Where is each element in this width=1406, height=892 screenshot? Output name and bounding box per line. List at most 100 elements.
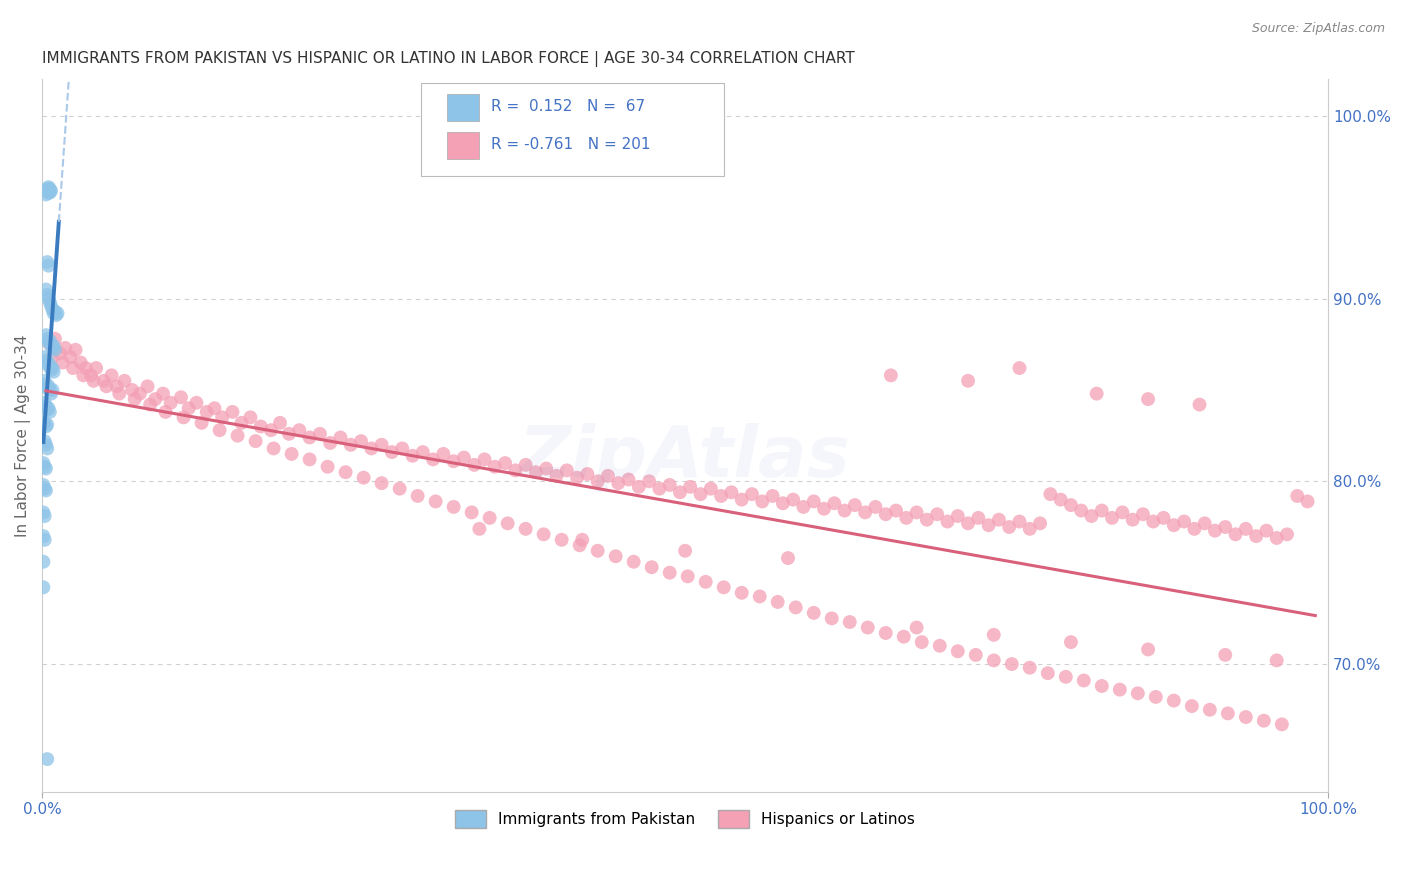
Point <box>484 459 506 474</box>
Point <box>381 445 404 459</box>
Point <box>34 533 56 547</box>
Point <box>38 383 60 397</box>
Point <box>1060 635 1083 649</box>
Point <box>1163 518 1185 533</box>
Point <box>766 595 789 609</box>
Point <box>927 507 949 521</box>
Point <box>59 350 82 364</box>
Point <box>1018 522 1040 536</box>
Point <box>928 639 950 653</box>
Point <box>38 184 60 198</box>
Point <box>856 620 879 634</box>
Point <box>1234 522 1257 536</box>
Point <box>576 467 599 481</box>
Point <box>741 487 763 501</box>
Point <box>139 398 162 412</box>
Point <box>38 359 60 374</box>
Point <box>673 543 696 558</box>
Point <box>412 445 434 459</box>
Point <box>1198 703 1220 717</box>
Point <box>1073 673 1095 688</box>
Point <box>65 343 87 357</box>
Point <box>339 438 361 452</box>
Point <box>865 500 887 514</box>
Point <box>52 355 75 369</box>
Point <box>350 434 373 449</box>
Point <box>69 355 91 369</box>
Point <box>32 478 55 492</box>
Point <box>406 489 429 503</box>
Point <box>32 555 55 569</box>
Point <box>35 328 58 343</box>
Point <box>309 426 332 441</box>
Point <box>38 379 60 393</box>
Point <box>44 304 66 318</box>
Point <box>474 452 496 467</box>
Point <box>425 494 447 508</box>
Point <box>679 480 702 494</box>
Point <box>32 580 55 594</box>
Point <box>1008 361 1031 376</box>
Point <box>896 511 918 525</box>
Point <box>565 471 588 485</box>
Point <box>401 449 423 463</box>
Point <box>515 522 537 536</box>
Point <box>1188 398 1211 412</box>
Point <box>239 410 262 425</box>
Point <box>987 513 1010 527</box>
Point <box>38 334 60 348</box>
Point <box>269 416 291 430</box>
Bar <box>447 95 479 121</box>
Point <box>37 288 59 302</box>
Bar <box>447 132 479 159</box>
Point <box>35 283 58 297</box>
Point <box>37 752 59 766</box>
Point <box>32 456 55 470</box>
Point <box>173 410 195 425</box>
Point <box>496 516 519 531</box>
Point <box>1137 392 1160 406</box>
Point <box>676 569 699 583</box>
Point <box>263 442 285 456</box>
Point <box>42 306 65 320</box>
Point <box>1070 503 1092 517</box>
Point <box>155 405 177 419</box>
Point <box>468 522 491 536</box>
Point <box>35 438 58 452</box>
Point <box>41 341 63 355</box>
Point <box>35 483 58 498</box>
Point <box>100 368 122 383</box>
Point <box>983 628 1005 642</box>
Point <box>571 533 593 547</box>
Point <box>35 419 58 434</box>
Point <box>1275 527 1298 541</box>
Point <box>37 403 59 417</box>
Point <box>136 379 159 393</box>
Point <box>34 374 56 388</box>
Point <box>648 482 671 496</box>
Point <box>391 442 413 456</box>
Point <box>905 505 928 519</box>
Point <box>38 355 60 369</box>
Point <box>911 635 934 649</box>
Point <box>37 358 59 372</box>
Point <box>821 611 844 625</box>
Point <box>607 476 630 491</box>
Point <box>1265 531 1288 545</box>
Point <box>1216 706 1239 721</box>
Point <box>555 463 578 477</box>
Point <box>278 426 301 441</box>
Point <box>478 511 501 525</box>
Point <box>751 494 773 508</box>
Point <box>710 489 733 503</box>
Point <box>35 187 58 202</box>
Point <box>605 549 627 564</box>
Point <box>915 513 938 527</box>
Point <box>370 438 392 452</box>
Point <box>41 383 63 397</box>
Point <box>35 353 58 368</box>
Point <box>977 518 1000 533</box>
Point <box>1213 648 1236 662</box>
Point <box>38 180 60 194</box>
Point <box>669 485 692 500</box>
